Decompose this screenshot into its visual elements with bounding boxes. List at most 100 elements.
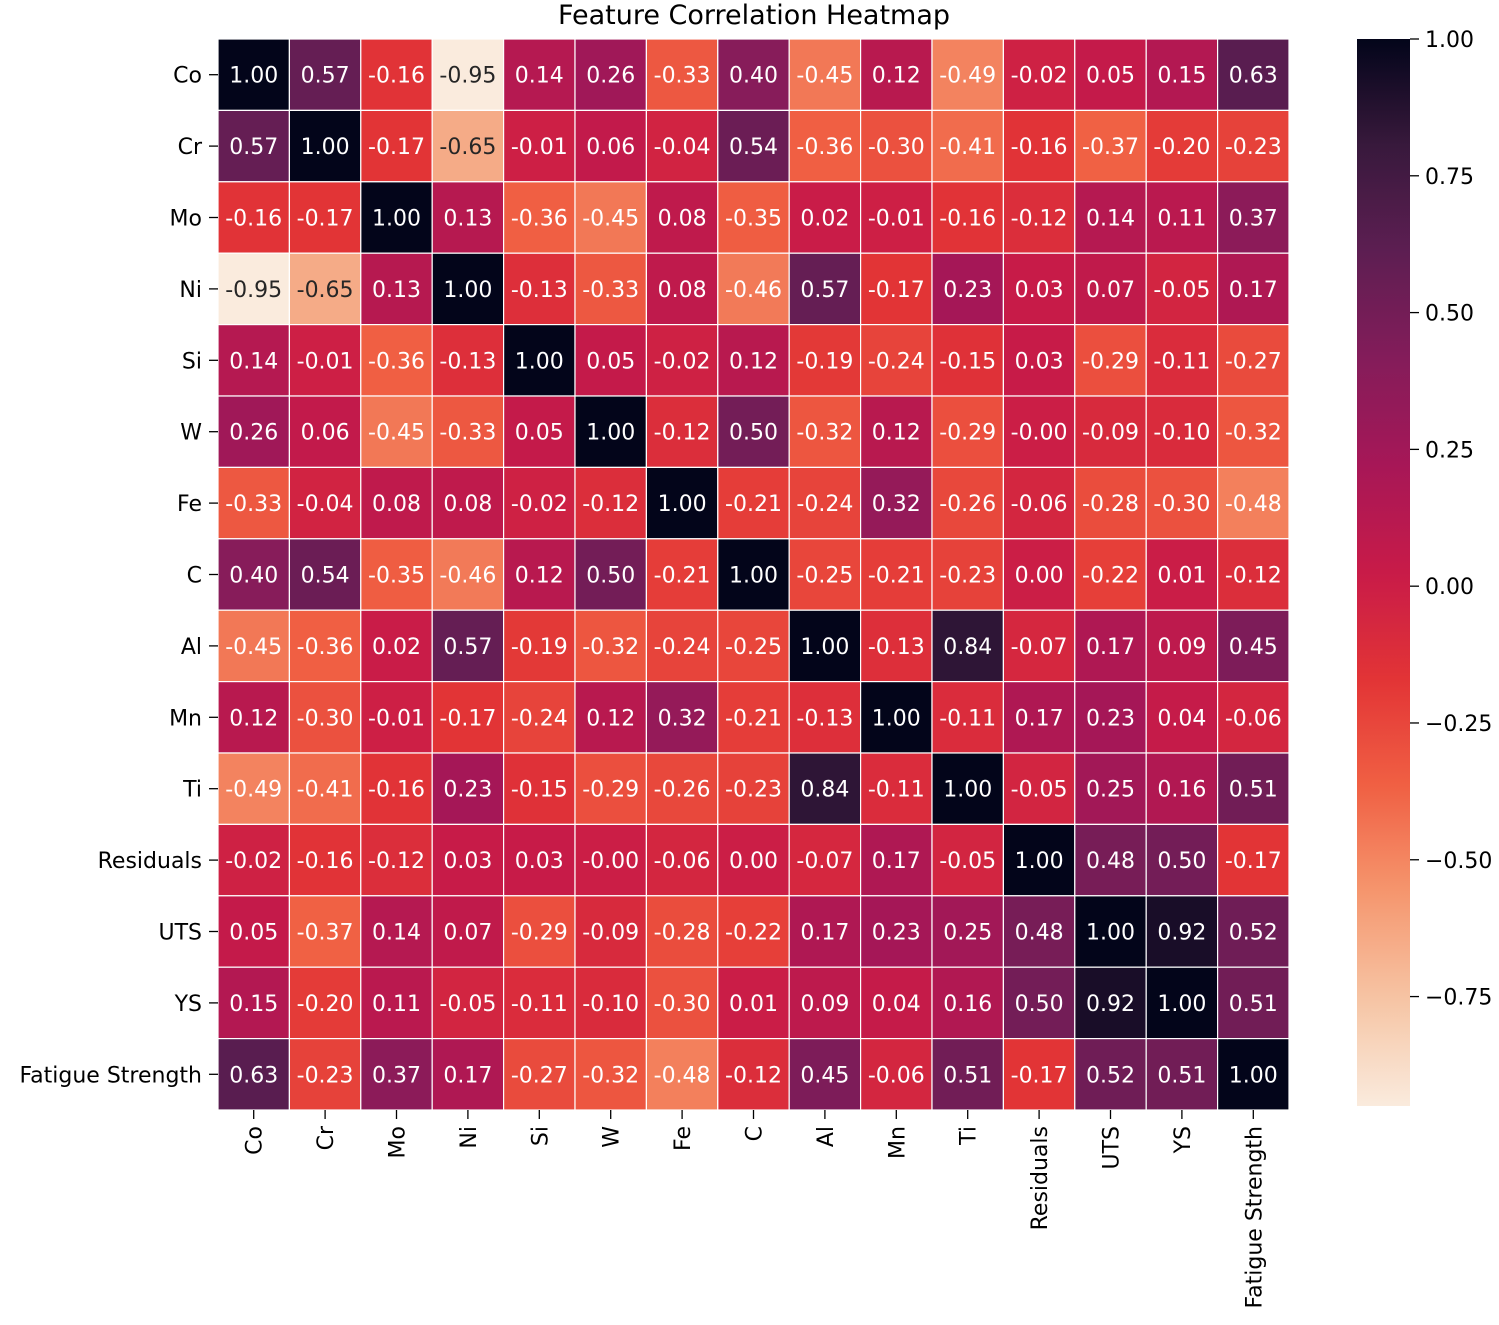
heatmap-cell-Si-Co — [217, 324, 291, 397]
heatmap-cell-Mn-YS — [1145, 680, 1219, 754]
cell-value-Cr-Residuals: -0.16 — [1011, 135, 1068, 160]
cell-value-C-Mo: -0.35 — [368, 564, 425, 589]
cell-value-Residuals-UTS: 0.48 — [1086, 849, 1135, 874]
x-tick-label-Fe: Fe — [671, 1126, 696, 1151]
heatmap-cell-Ti-Fe — [645, 752, 719, 826]
x-tick-label-C: C — [743, 1126, 768, 1141]
heatmap-cell-Cr-UTS — [1074, 109, 1147, 183]
cell-value-Si-Ti: -0.15 — [939, 349, 996, 374]
cell-value-Fatigue Strength-Si: -0.27 — [511, 1063, 568, 1088]
heatmap-cell-Mo-W — [574, 181, 648, 254]
heatmap-cell-W-Ni — [431, 395, 505, 469]
cell-value-Co-C: 0.40 — [729, 64, 778, 89]
heatmap-cell-Al-W — [574, 609, 648, 683]
cell-value-UTS-W: -0.09 — [582, 921, 639, 946]
heatmap-cell-Mo-Mn — [859, 181, 933, 254]
cell-value-Ti-Fatigue Strength: 0.51 — [1229, 778, 1278, 803]
cell-value-Si-YS: -0.11 — [1153, 349, 1210, 374]
cell-value-Si-Mo: -0.36 — [368, 349, 425, 374]
cell-value-W-Ni: -0.33 — [439, 421, 496, 446]
heatmap-cell-W-Al — [788, 395, 862, 469]
cell-value-Ni-YS: -0.05 — [1153, 278, 1210, 303]
cell-value-Ni-Fe: 0.08 — [658, 278, 707, 303]
heatmap-cell-Fatigue Strength-Fatigue Strength — [1216, 1037, 1290, 1111]
heatmap-cell-Cr-Ni — [431, 109, 505, 183]
heatmap-cell-C-Ti — [931, 538, 1005, 611]
cell-value-Residuals-Co: -0.02 — [225, 849, 282, 874]
cell-value-C-Ti: -0.23 — [939, 564, 996, 589]
cell-value-Ti-W: -0.29 — [582, 778, 639, 803]
cell-value-UTS-Fatigue Strength: 0.52 — [1229, 921, 1278, 946]
x-tick-label-Al: Al — [814, 1126, 839, 1147]
heatmap-cell-Residuals-C — [717, 823, 790, 897]
cell-value-Co-YS: 0.15 — [1157, 64, 1206, 89]
cell-value-C-W: 0.50 — [586, 564, 635, 589]
cell-value-Residuals-Mn: 0.17 — [872, 849, 921, 874]
heatmap-cell-Fe-Si — [503, 466, 576, 540]
y-tick-label-Si: Si — [182, 349, 202, 374]
heatmap-cell-Ni-Si — [503, 252, 576, 326]
cell-value-Mo-UTS: 0.14 — [1086, 207, 1135, 232]
cell-value-Fe-Si: -0.02 — [511, 492, 568, 517]
cell-value-C-Cr: 0.54 — [301, 564, 350, 589]
cell-value-YS-Co: 0.15 — [229, 992, 278, 1017]
cell-value-UTS-Mo: 0.14 — [372, 921, 421, 946]
heatmap-cell-Ni-Mo — [360, 252, 433, 326]
cell-value-Mn-Cr: -0.30 — [297, 706, 354, 731]
cell-value-Mo-Ti: -0.16 — [939, 207, 996, 232]
cell-value-W-Fatigue Strength: -0.32 — [1225, 421, 1282, 446]
cell-value-YS-Si: -0.11 — [511, 992, 568, 1017]
heatmap-cell-Fatigue Strength-Mo — [360, 1037, 433, 1111]
y-tick-label-Al: Al — [181, 635, 202, 660]
cell-value-Ni-Cr: -0.65 — [297, 278, 354, 303]
heatmap-cell-Co-C — [717, 38, 790, 112]
cell-value-C-Si: 0.12 — [515, 564, 564, 589]
x-tick-label-Cr: Cr — [314, 1125, 339, 1150]
cell-value-Ni-Residuals: 0.03 — [1015, 278, 1064, 303]
cell-value-Co-Co: 1.00 — [229, 64, 278, 89]
cell-value-Mo-Fe: 0.08 — [658, 207, 707, 232]
cell-value-Mo-Al: 0.02 — [800, 207, 849, 232]
cell-value-Mo-Mn: -0.01 — [868, 207, 925, 232]
cell-value-Ni-Si: -0.13 — [511, 278, 568, 303]
cell-value-Fe-Fe: 1.00 — [658, 492, 707, 517]
cell-value-Si-Fe: -0.02 — [654, 349, 711, 374]
heatmap-cell-C-Fe — [645, 538, 719, 611]
cell-value-Fatigue Strength-YS: 0.51 — [1157, 1063, 1206, 1088]
heatmap-cell-Mo-UTS — [1074, 181, 1147, 254]
cell-value-Mo-Cr: -0.17 — [297, 207, 354, 232]
heatmap-cell-W-Mo — [360, 395, 433, 469]
cell-value-Fe-UTS: -0.28 — [1082, 492, 1139, 517]
heatmap-cell-Residuals-Co — [217, 823, 291, 897]
cell-value-W-C: 0.50 — [729, 421, 778, 446]
cell-value-Al-Al: 1.00 — [800, 635, 849, 660]
cell-value-W-W: 1.00 — [586, 421, 635, 446]
cell-value-Co-Mn: 0.12 — [872, 64, 921, 89]
heatmap-cell-Fatigue Strength-Fe — [645, 1037, 719, 1111]
cell-value-W-Si: 0.05 — [515, 421, 564, 446]
y-tick-label-C: C — [187, 564, 202, 589]
colorbar-tick-label: 1.00 — [1425, 28, 1474, 53]
cell-value-Fe-YS: -0.30 — [1153, 492, 1210, 517]
colorbar-tick-label: 0.75 — [1425, 165, 1474, 190]
cell-value-Al-Cr: -0.36 — [297, 635, 354, 660]
cell-value-Mn-Co: 0.12 — [229, 706, 278, 731]
heatmap-cell-Ni-Al — [788, 252, 862, 326]
cell-value-Ni-Mn: -0.17 — [868, 278, 925, 303]
heatmap-cell-Ni-C — [717, 252, 790, 326]
x-tick-label-Co: Co — [243, 1126, 268, 1155]
cell-value-Mn-Ni: -0.17 — [439, 706, 496, 731]
cell-value-Fatigue Strength-C: -0.12 — [725, 1063, 782, 1088]
y-tick-label-Co: Co — [173, 64, 202, 89]
heatmap-cell-Ni-Ni — [431, 252, 505, 326]
cell-value-Residuals-Cr: -0.16 — [297, 849, 354, 874]
cell-value-C-Al: -0.25 — [796, 564, 853, 589]
cell-value-Ti-Co: -0.49 — [225, 778, 282, 803]
cell-value-Residuals-Ti: -0.05 — [939, 849, 996, 874]
heatmap-cell-Ti-W — [574, 752, 648, 826]
cell-value-YS-C: 0.01 — [729, 992, 778, 1017]
cell-value-W-Co: 0.26 — [229, 421, 278, 446]
heatmap-cell-C-UTS — [1074, 538, 1147, 611]
heatmap-cell-UTS-C — [717, 895, 790, 968]
cell-value-YS-W: -0.10 — [582, 992, 639, 1017]
